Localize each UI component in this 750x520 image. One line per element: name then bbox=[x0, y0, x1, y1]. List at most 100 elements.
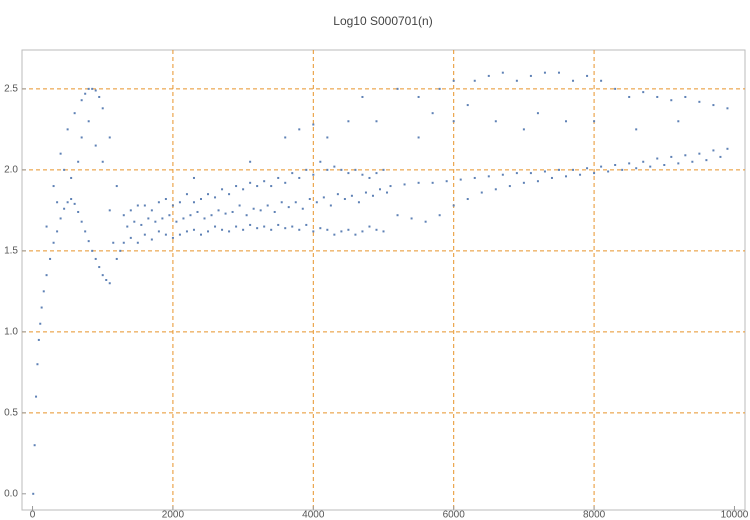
point bbox=[150, 209, 153, 212]
point bbox=[171, 204, 174, 207]
point bbox=[84, 92, 87, 95]
x-tick-label: 2000 bbox=[162, 510, 185, 520]
point bbox=[698, 100, 701, 103]
point bbox=[136, 241, 139, 244]
point bbox=[487, 74, 490, 77]
point bbox=[375, 228, 378, 231]
point bbox=[178, 233, 181, 236]
point bbox=[266, 204, 269, 207]
point bbox=[101, 274, 104, 277]
point bbox=[329, 204, 332, 207]
x-tick-label: 10000 bbox=[721, 510, 749, 520]
point bbox=[87, 120, 90, 123]
point bbox=[364, 191, 367, 194]
point bbox=[368, 176, 371, 179]
point bbox=[35, 395, 38, 398]
point bbox=[473, 176, 476, 179]
point bbox=[287, 206, 290, 209]
point bbox=[466, 104, 469, 107]
point bbox=[417, 136, 420, 139]
point bbox=[235, 185, 238, 188]
point bbox=[70, 198, 73, 201]
point bbox=[333, 233, 336, 236]
point bbox=[45, 225, 48, 228]
point bbox=[63, 207, 66, 210]
point bbox=[452, 204, 455, 207]
point bbox=[126, 225, 129, 228]
point bbox=[522, 128, 525, 131]
point bbox=[210, 214, 213, 217]
point bbox=[557, 168, 560, 171]
point bbox=[122, 214, 125, 217]
point bbox=[235, 225, 238, 228]
point bbox=[494, 120, 497, 123]
point bbox=[354, 233, 357, 236]
point bbox=[280, 201, 283, 204]
point bbox=[273, 210, 276, 213]
point bbox=[305, 223, 308, 226]
point bbox=[565, 120, 568, 123]
point bbox=[635, 167, 638, 170]
point bbox=[501, 71, 504, 74]
point bbox=[175, 220, 178, 223]
point bbox=[39, 322, 42, 325]
point bbox=[529, 172, 532, 175]
point bbox=[91, 87, 94, 90]
point bbox=[298, 228, 301, 231]
point bbox=[63, 168, 66, 171]
point bbox=[361, 230, 364, 233]
point bbox=[382, 230, 385, 233]
point bbox=[712, 149, 715, 152]
point bbox=[228, 230, 231, 233]
point bbox=[670, 99, 673, 102]
point bbox=[49, 257, 52, 260]
point bbox=[178, 201, 181, 204]
point bbox=[445, 180, 448, 183]
point bbox=[52, 185, 55, 188]
point bbox=[326, 168, 329, 171]
point bbox=[361, 95, 364, 98]
point bbox=[203, 217, 206, 220]
point bbox=[98, 266, 101, 269]
point bbox=[214, 225, 217, 228]
point bbox=[319, 160, 322, 163]
point bbox=[572, 79, 575, 82]
y-tick-label: 2.0 bbox=[4, 164, 18, 175]
point bbox=[164, 198, 167, 201]
point bbox=[56, 201, 59, 204]
point bbox=[347, 120, 350, 123]
point bbox=[108, 282, 111, 285]
point bbox=[536, 112, 539, 115]
point bbox=[168, 214, 171, 217]
point bbox=[45, 274, 48, 277]
point bbox=[249, 160, 252, 163]
point bbox=[565, 175, 568, 178]
point bbox=[263, 225, 266, 228]
point bbox=[308, 198, 311, 201]
point bbox=[171, 236, 174, 239]
point bbox=[719, 155, 722, 158]
y-tick-label: 1.5 bbox=[4, 245, 18, 256]
point bbox=[101, 107, 104, 110]
plot-frame bbox=[21, 49, 746, 511]
point bbox=[119, 249, 122, 252]
point bbox=[161, 217, 164, 220]
point bbox=[389, 185, 392, 188]
point bbox=[252, 207, 255, 210]
point bbox=[42, 290, 45, 293]
point bbox=[238, 204, 241, 207]
point bbox=[579, 173, 582, 176]
point bbox=[343, 198, 346, 201]
point bbox=[501, 173, 504, 176]
point bbox=[312, 173, 315, 176]
x-tick-label: 8000 bbox=[583, 510, 606, 520]
point bbox=[228, 193, 231, 196]
point bbox=[635, 128, 638, 131]
point bbox=[185, 193, 188, 196]
point bbox=[136, 204, 139, 207]
point bbox=[361, 173, 364, 176]
point bbox=[133, 220, 136, 223]
point bbox=[199, 198, 202, 201]
point bbox=[298, 176, 301, 179]
point bbox=[340, 230, 343, 233]
